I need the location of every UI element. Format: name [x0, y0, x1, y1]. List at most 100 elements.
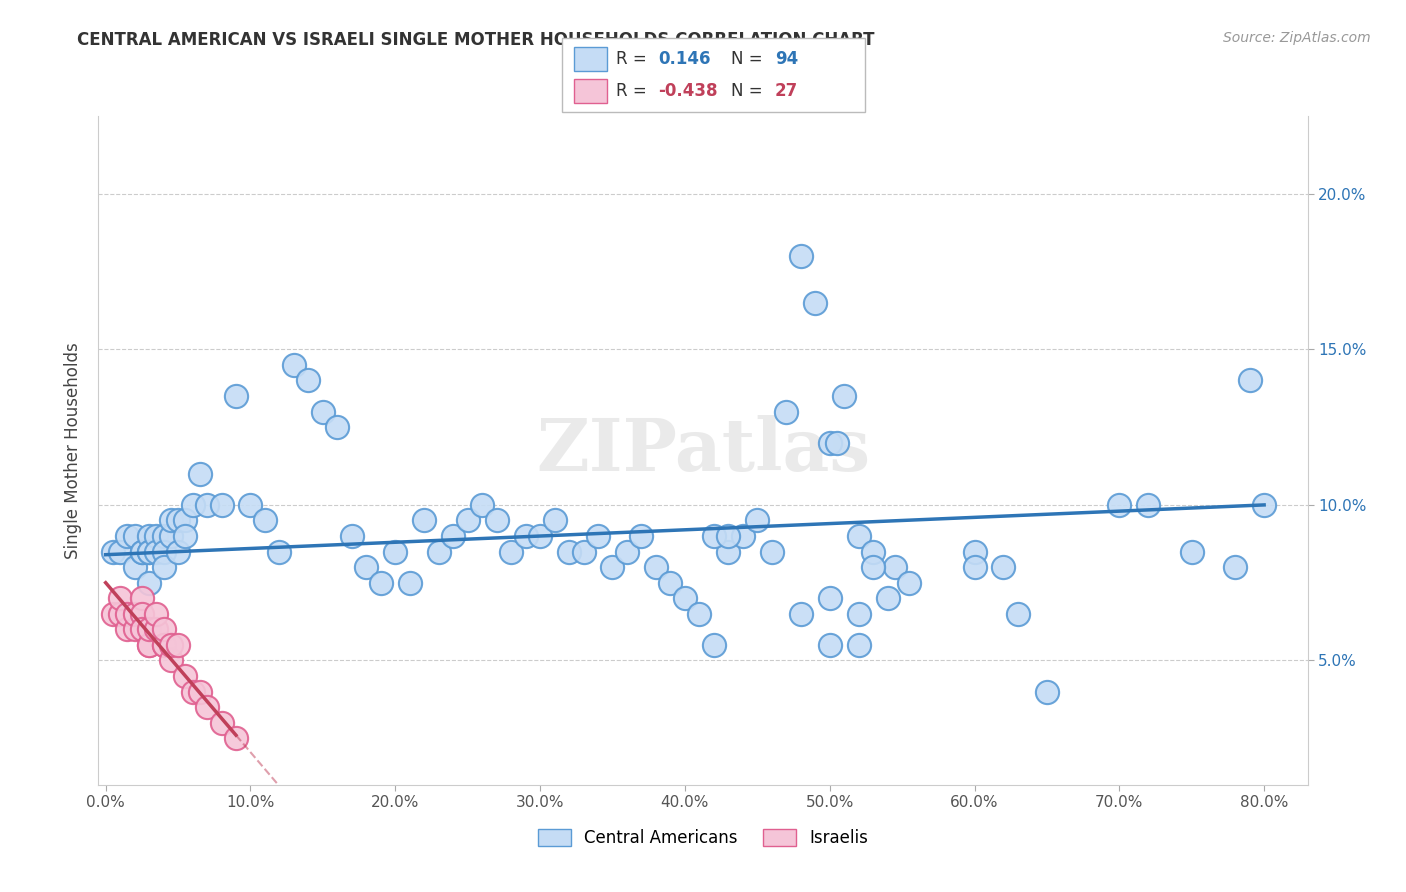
Point: [269, 544, 291, 558]
Point: [108, 607, 131, 621]
Point: [124, 560, 146, 574]
Text: CENTRAL AMERICAN VS ISRAELI SINGLE MOTHER HOUSEHOLDS CORRELATION CHART: CENTRAL AMERICAN VS ISRAELI SINGLE MOTHE…: [77, 31, 875, 49]
Point: [356, 560, 378, 574]
Point: [586, 529, 609, 543]
Point: [159, 529, 181, 543]
Point: [145, 607, 167, 621]
Point: [602, 560, 624, 574]
Point: [1007, 607, 1029, 621]
Point: [688, 607, 710, 621]
Point: [645, 560, 668, 574]
Point: [818, 591, 841, 606]
Point: [501, 544, 523, 558]
Point: [138, 623, 160, 637]
Point: [167, 544, 190, 558]
Text: 94: 94: [775, 50, 799, 68]
Point: [138, 638, 160, 652]
Text: N =: N =: [731, 82, 768, 100]
Point: [790, 249, 813, 263]
Point: [124, 623, 146, 637]
Point: [138, 544, 160, 558]
Point: [848, 607, 870, 621]
Point: [188, 684, 211, 698]
Point: [1181, 544, 1204, 558]
Point: [1137, 498, 1160, 512]
Point: [832, 389, 855, 403]
Point: [515, 529, 537, 543]
Point: [138, 638, 160, 652]
Point: [211, 715, 233, 730]
Point: [963, 544, 986, 558]
Point: [485, 513, 508, 527]
Point: [775, 404, 797, 418]
Point: [124, 529, 146, 543]
Point: [441, 529, 464, 543]
Point: [108, 591, 131, 606]
Point: [790, 607, 813, 621]
Point: [138, 544, 160, 558]
Point: [384, 544, 406, 558]
Point: [174, 513, 197, 527]
Legend: Central Americans, Israelis: Central Americans, Israelis: [531, 822, 875, 854]
Point: [659, 575, 682, 590]
Point: [138, 529, 160, 543]
Point: [117, 607, 139, 621]
Point: [145, 623, 167, 637]
Point: [152, 638, 174, 652]
Point: [145, 544, 167, 558]
Point: [471, 498, 494, 512]
Point: [239, 498, 262, 512]
Point: [572, 544, 595, 558]
Point: [167, 638, 190, 652]
Point: [131, 544, 153, 558]
Text: -0.438: -0.438: [658, 82, 717, 100]
Point: [181, 498, 204, 512]
Point: [167, 513, 190, 527]
Point: [152, 544, 174, 558]
Point: [630, 529, 652, 543]
Text: Source: ZipAtlas.com: Source: ZipAtlas.com: [1223, 31, 1371, 45]
Point: [326, 420, 349, 434]
Text: N =: N =: [731, 50, 768, 68]
Point: [211, 498, 233, 512]
Point: [616, 544, 638, 558]
Point: [818, 435, 841, 450]
Point: [138, 575, 160, 590]
Point: [413, 513, 436, 527]
Point: [993, 560, 1015, 574]
Point: [963, 560, 986, 574]
Point: [159, 638, 181, 652]
Point: [131, 591, 153, 606]
Text: R =: R =: [616, 82, 652, 100]
Point: [195, 498, 218, 512]
Point: [898, 575, 921, 590]
Point: [883, 560, 905, 574]
Point: [145, 529, 167, 543]
Point: [101, 544, 124, 558]
Point: [117, 623, 139, 637]
Point: [529, 529, 551, 543]
Point: [101, 607, 124, 621]
Point: [159, 653, 181, 667]
Point: [340, 529, 363, 543]
Point: [297, 374, 319, 388]
Point: [152, 638, 174, 652]
Point: [174, 669, 197, 683]
Text: 27: 27: [775, 82, 799, 100]
Point: [1108, 498, 1130, 512]
Point: [225, 731, 247, 746]
Point: [174, 529, 197, 543]
Point: [131, 607, 153, 621]
Point: [117, 529, 139, 543]
Point: [703, 638, 725, 652]
Text: R =: R =: [616, 50, 652, 68]
Point: [188, 467, 211, 481]
Point: [427, 544, 450, 558]
Point: [717, 529, 740, 543]
Point: [457, 513, 479, 527]
Point: [731, 529, 754, 543]
Point: [673, 591, 696, 606]
Point: [159, 513, 181, 527]
Text: 0.146: 0.146: [658, 50, 710, 68]
Point: [804, 295, 827, 310]
